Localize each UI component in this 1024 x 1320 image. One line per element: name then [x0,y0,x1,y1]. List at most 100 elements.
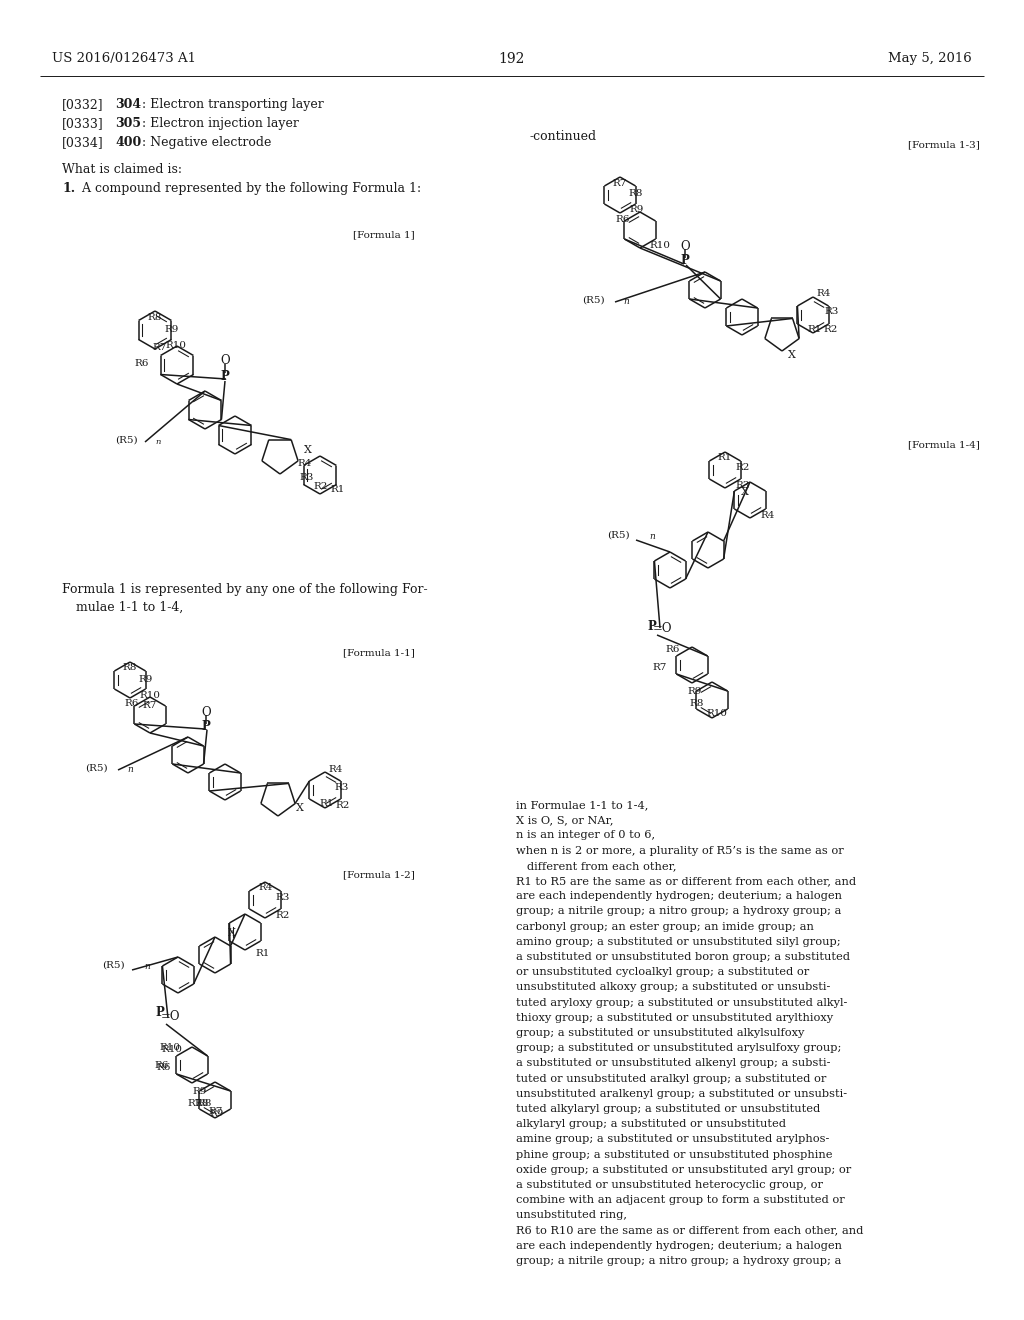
Text: [Formula 1-3]: [Formula 1-3] [908,140,980,149]
Text: R6: R6 [666,644,680,653]
Text: n: n [649,532,654,541]
Text: O: O [680,239,690,252]
Text: (R5): (R5) [102,961,125,969]
Text: or unsubstituted cycloalkyl group; a substituted or: or unsubstituted cycloalkyl group; a sub… [516,968,809,977]
Text: tuted or unsubstituted aralkyl group; a substituted or: tuted or unsubstituted aralkyl group; a … [516,1073,826,1084]
Text: R3: R3 [824,308,839,317]
Text: (R5): (R5) [85,763,108,772]
Text: R3: R3 [275,894,290,903]
Text: R8: R8 [147,313,162,322]
Text: thioxy group; a substituted or unsubstituted arylthioxy: thioxy group; a substituted or unsubstit… [516,1012,834,1023]
Text: R7: R7 [209,1107,223,1117]
Text: R6: R6 [154,1061,168,1071]
Text: R10: R10 [165,342,186,351]
Text: are each independently hydrogen; deuterium; a halogen: are each independently hydrogen; deuteri… [516,891,842,902]
Text: R8: R8 [629,189,643,198]
Text: =O: =O [652,622,672,635]
Text: mulae 1-1 to 1-4,: mulae 1-1 to 1-4, [76,601,183,614]
Text: R10: R10 [649,240,670,249]
Text: R7: R7 [612,178,627,187]
Text: X: X [227,928,236,939]
Text: R9: R9 [164,325,178,334]
Text: X: X [304,445,312,455]
Text: n is an integer of 0 to 6,: n is an integer of 0 to 6, [516,830,655,841]
Text: R2: R2 [735,462,750,471]
Text: 304: 304 [115,98,141,111]
Text: X: X [741,487,749,498]
Text: [0334]: [0334] [62,136,103,149]
Text: unsubstituted aralkenyl group; a substituted or unsubsti-: unsubstituted aralkenyl group; a substit… [516,1089,847,1098]
Text: group; a nitrile group; a nitro group; a hydroxy group; a: group; a nitrile group; a nitro group; a… [516,907,842,916]
Text: a substituted or unsubstituted boron group; a substituted: a substituted or unsubstituted boron gro… [516,952,850,962]
Text: n: n [144,962,150,972]
Text: carbonyl group; an ester group; an imide group; an: carbonyl group; an ester group; an imide… [516,921,814,932]
Text: [Formula 1-1]: [Formula 1-1] [343,648,415,657]
Text: X is O, S, or NAr,: X is O, S, or NAr, [516,816,613,825]
Text: tuted aryloxy group; a substituted or unsubstituted alkyl-: tuted aryloxy group; a substituted or un… [516,998,848,1007]
Text: unsubstituted alkoxy group; a substituted or unsubsti-: unsubstituted alkoxy group; a substitute… [516,982,830,993]
Text: O: O [220,355,229,367]
Text: R6: R6 [615,214,630,223]
Text: R4: R4 [760,511,774,520]
Text: combine with an adjacent group to form a substituted or: combine with an adjacent group to form a… [516,1195,845,1205]
Text: P: P [202,721,210,734]
Text: phine group; a substituted or unsubstituted phosphine: phine group; a substituted or unsubstitu… [516,1150,833,1159]
Text: R2: R2 [275,911,290,920]
Text: -continued: -continued [530,129,597,143]
Text: R8: R8 [198,1098,212,1107]
Text: a substituted or unsubstituted alkenyl group; a substi-: a substituted or unsubstituted alkenyl g… [516,1059,830,1068]
Text: n: n [623,297,629,306]
Text: alkylaryl group; a substituted or unsubstituted: alkylaryl group; a substituted or unsubs… [516,1119,786,1129]
Text: 1.: 1. [62,182,75,195]
Text: when n is 2 or more, a plurality of R5’s is the same as or: when n is 2 or more, a plurality of R5’s… [516,846,844,855]
Text: R8: R8 [122,664,136,672]
Text: R7: R7 [153,343,167,352]
Text: [Formula 1-4]: [Formula 1-4] [908,440,980,449]
Text: US 2016/0126473 A1: US 2016/0126473 A1 [52,51,196,65]
Text: R9: R9 [193,1088,207,1097]
Text: different from each other,: different from each other, [516,861,677,871]
Text: oxide group; a substituted or unsubstituted aryl group; or: oxide group; a substituted or unsubstitu… [516,1164,851,1175]
Text: R1: R1 [319,800,334,808]
Text: [0332]: [0332] [62,98,103,111]
Text: R10: R10 [139,690,160,700]
Text: R6 to R10 are the same as or different from each other, and: R6 to R10 are the same as or different f… [516,1225,863,1236]
Text: R8: R8 [195,1098,209,1107]
Text: P: P [681,255,689,268]
Text: R9: R9 [629,206,643,214]
Text: R3: R3 [335,784,349,792]
Text: R10: R10 [707,710,727,718]
Text: X: X [296,803,304,813]
Text: R8: R8 [689,700,703,709]
Text: R1: R1 [330,486,344,495]
Text: R3: R3 [735,480,750,490]
Text: R1: R1 [255,949,269,957]
Text: R4: R4 [258,883,272,892]
Text: P: P [156,1006,165,1019]
Text: R4: R4 [816,289,830,298]
Text: A compound represented by the following Formula 1:: A compound represented by the following … [78,182,421,195]
Text: R6: R6 [134,359,148,368]
Text: R2: R2 [313,482,328,491]
Text: What is claimed is:: What is claimed is: [62,162,182,176]
Text: [Formula 1]: [Formula 1] [353,230,415,239]
Text: amine group; a substituted or unsubstituted arylphos-: amine group; a substituted or unsubstitu… [516,1134,829,1144]
Text: : Negative electrode: : Negative electrode [142,136,271,149]
Text: 305: 305 [115,117,141,129]
Text: R10: R10 [159,1043,180,1052]
Text: n: n [155,438,161,446]
Text: P: P [647,620,656,634]
Text: R7: R7 [187,1098,202,1107]
Text: R9: R9 [688,688,702,697]
Text: =O: =O [161,1010,181,1023]
Text: group; a nitrile group; a nitro group; a hydroxy group; a: group; a nitrile group; a nitro group; a… [516,1257,842,1266]
Text: R9: R9 [138,675,153,684]
Text: tuted alkylaryl group; a substituted or unsubstituted: tuted alkylaryl group; a substituted or … [516,1104,820,1114]
Text: R6: R6 [125,700,139,709]
Text: May 5, 2016: May 5, 2016 [888,51,972,65]
Text: R4: R4 [329,766,343,775]
Text: 400: 400 [115,136,141,149]
Text: unsubstituted ring,: unsubstituted ring, [516,1210,627,1221]
Text: R9: R9 [210,1110,224,1118]
Text: : Electron injection layer: : Electron injection layer [142,117,299,129]
